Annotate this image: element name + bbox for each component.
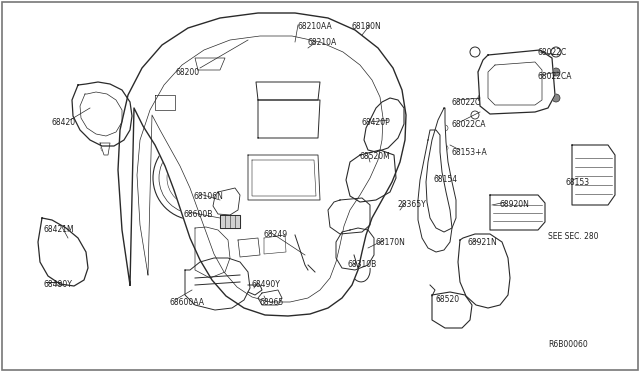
Polygon shape xyxy=(426,108,456,232)
Text: 68490Y: 68490Y xyxy=(252,280,281,289)
Text: 68420: 68420 xyxy=(52,118,76,127)
Text: 68310B: 68310B xyxy=(348,260,377,269)
Text: 68154: 68154 xyxy=(433,175,457,184)
Text: 68153: 68153 xyxy=(565,178,589,187)
Polygon shape xyxy=(195,58,225,70)
Polygon shape xyxy=(72,82,132,146)
Text: 68210A: 68210A xyxy=(308,38,337,47)
Text: 68249: 68249 xyxy=(263,230,287,239)
Polygon shape xyxy=(238,238,260,257)
Circle shape xyxy=(56,278,64,286)
Text: R6B00060: R6B00060 xyxy=(548,340,588,349)
Circle shape xyxy=(552,68,560,76)
Text: 68920N: 68920N xyxy=(500,200,530,209)
Polygon shape xyxy=(38,218,88,286)
Polygon shape xyxy=(100,143,110,155)
Text: 68170N: 68170N xyxy=(376,238,406,247)
Text: 68965: 68965 xyxy=(260,298,284,307)
Polygon shape xyxy=(213,188,240,215)
Text: 68520M: 68520M xyxy=(360,152,391,161)
Polygon shape xyxy=(118,13,406,316)
Polygon shape xyxy=(346,150,396,202)
Text: 68421M: 68421M xyxy=(44,225,75,234)
Text: 28365Y: 28365Y xyxy=(398,200,427,209)
Polygon shape xyxy=(490,195,545,230)
Circle shape xyxy=(478,94,486,102)
Polygon shape xyxy=(328,198,370,234)
Text: 68022C: 68022C xyxy=(452,98,481,107)
Text: 68200: 68200 xyxy=(175,68,199,77)
Text: 68490Y: 68490Y xyxy=(44,280,73,289)
Circle shape xyxy=(101,144,109,152)
Polygon shape xyxy=(418,130,452,252)
Polygon shape xyxy=(248,155,320,200)
Polygon shape xyxy=(458,234,510,308)
Text: 68210AA: 68210AA xyxy=(298,22,333,31)
Text: 68180N: 68180N xyxy=(352,22,381,31)
Text: 68520: 68520 xyxy=(435,295,459,304)
Text: 68153+A: 68153+A xyxy=(452,148,488,157)
Circle shape xyxy=(552,94,560,102)
Circle shape xyxy=(301,46,309,54)
Polygon shape xyxy=(572,145,615,205)
Polygon shape xyxy=(432,292,472,328)
Polygon shape xyxy=(258,100,320,138)
Circle shape xyxy=(288,37,298,47)
Polygon shape xyxy=(185,258,250,310)
Text: 68420P: 68420P xyxy=(362,118,391,127)
Text: 68022CA: 68022CA xyxy=(452,120,486,129)
Polygon shape xyxy=(364,98,404,152)
Polygon shape xyxy=(220,215,240,228)
Text: SEE SEC. 280: SEE SEC. 280 xyxy=(548,232,598,241)
Circle shape xyxy=(478,68,486,76)
Polygon shape xyxy=(258,290,282,305)
Text: 68600AA: 68600AA xyxy=(170,298,205,307)
Text: 68600B: 68600B xyxy=(183,210,212,219)
Polygon shape xyxy=(336,228,374,270)
Text: 68022CA: 68022CA xyxy=(537,72,572,81)
Text: 68022C: 68022C xyxy=(537,48,566,57)
Polygon shape xyxy=(256,82,320,100)
Circle shape xyxy=(153,136,237,220)
Polygon shape xyxy=(195,227,230,278)
Polygon shape xyxy=(155,95,175,110)
Polygon shape xyxy=(478,50,555,114)
Text: 68921N: 68921N xyxy=(468,238,498,247)
Text: 68106N: 68106N xyxy=(193,192,223,201)
